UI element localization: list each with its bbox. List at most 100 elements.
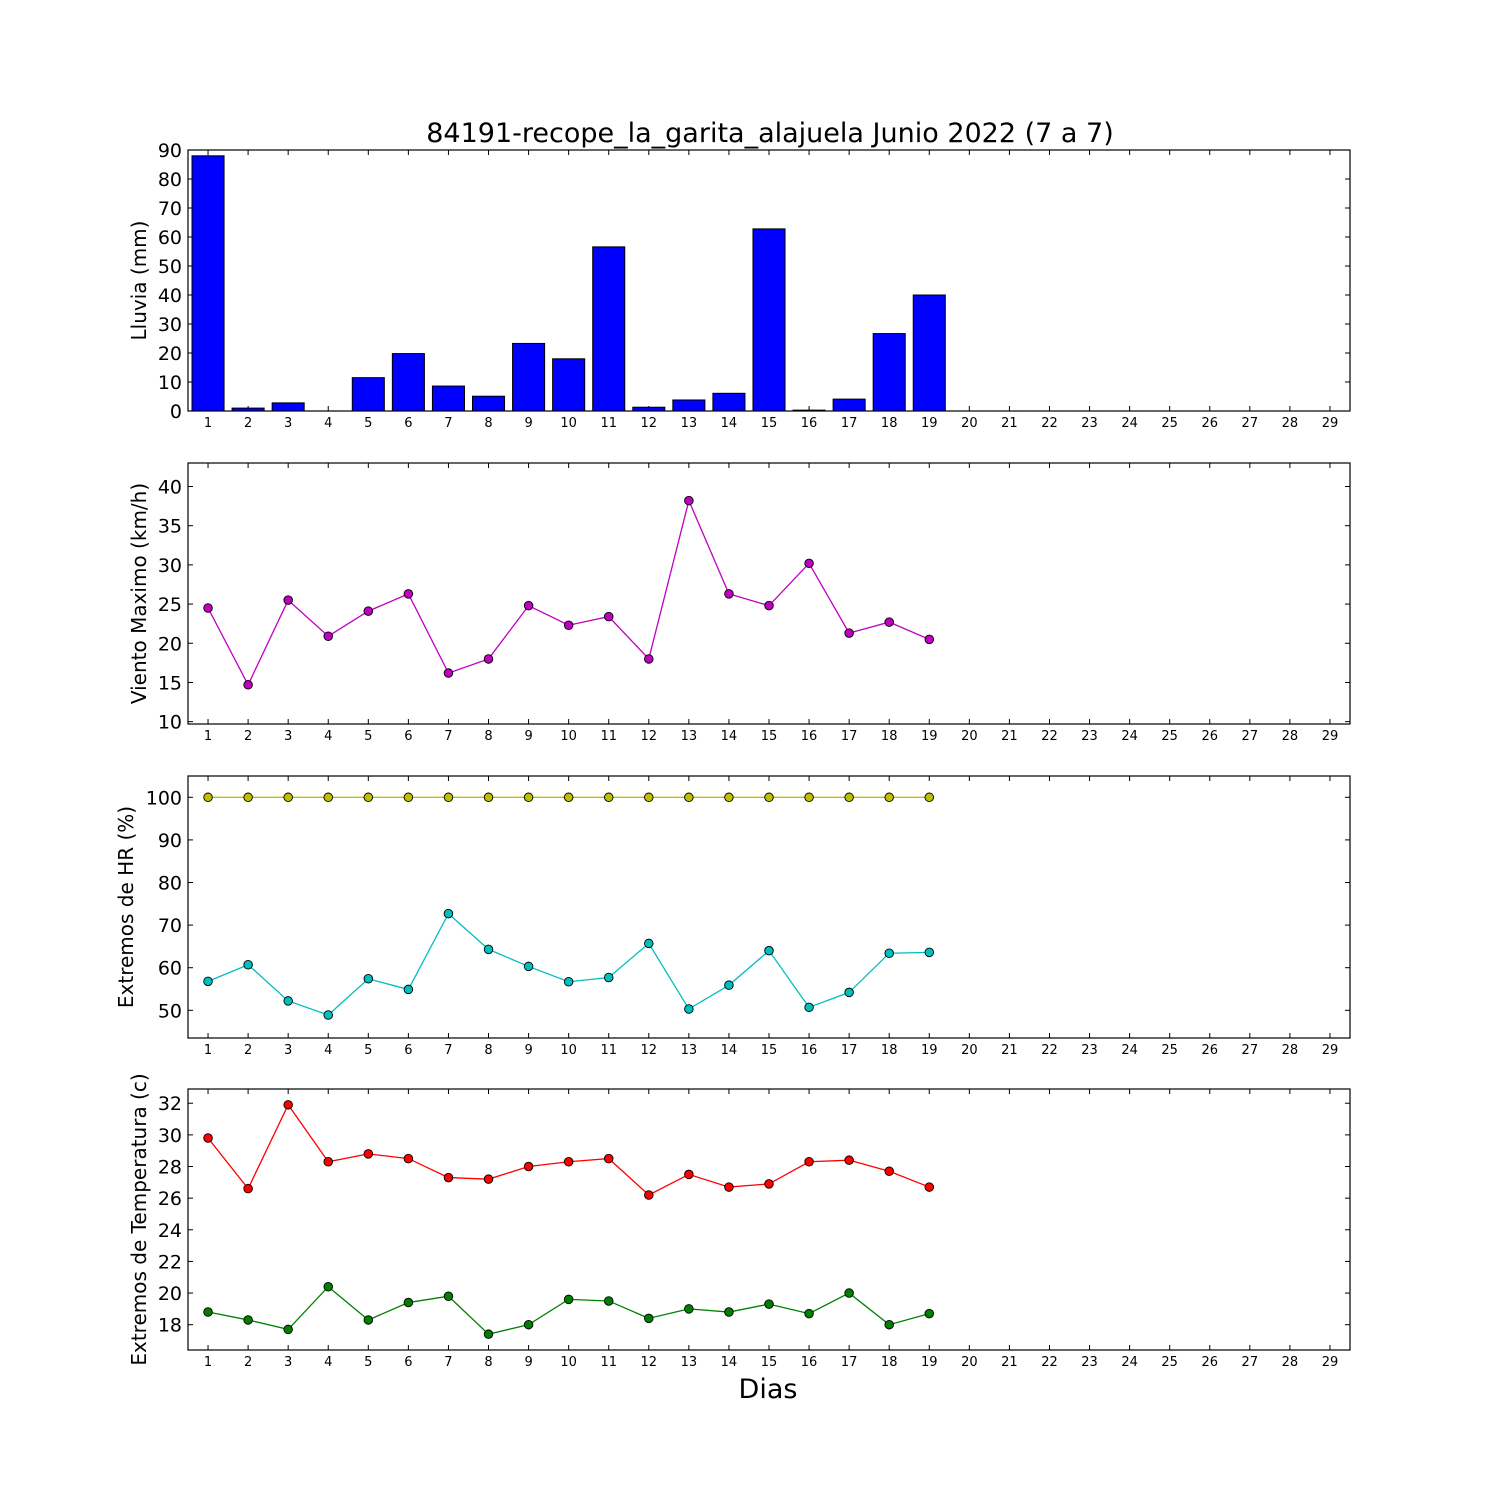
wind-y-tick-label: 40: [158, 477, 182, 499]
temperature-x-tick-label: 10: [560, 1355, 577, 1370]
rain-x-tick-label: 26: [1201, 416, 1218, 431]
humidity-y-tick-label: 70: [158, 915, 182, 937]
humidity-data-point: [363, 792, 374, 803]
humidity-data-point: [243, 792, 253, 803]
rain-y-tick-label: 10: [158, 372, 182, 394]
humidity-x-tick-label: 20: [961, 1043, 978, 1058]
humidity-data-point: [283, 996, 293, 1006]
rain-x-tick-label: 20: [961, 416, 978, 431]
rain-y-tick-label: 30: [158, 314, 182, 336]
wind-x-tick-label: 15: [761, 729, 778, 744]
wind-data-point: [724, 589, 734, 599]
wind-x-tick-label: 29: [1322, 729, 1339, 744]
temperature-y-tick-label: 18: [158, 1315, 182, 1337]
wind-data-point: [924, 634, 935, 645]
wind-data-point: [243, 680, 253, 690]
wind-x-tick-label: 1: [204, 729, 212, 744]
humidity-x-tick-label: 28: [1282, 1043, 1299, 1058]
rain-panel: 1 2 3 4 5 6 7 8 9 10 11 12 13 14 15 16 17 18 19 20 21 22 23 24 2…: [127, 140, 1351, 431]
humidity-x-tick-label: 15: [761, 1043, 778, 1058]
wind-y-tick-label: 10: [158, 712, 182, 734]
humidity-data-point: [443, 908, 454, 919]
temperature-data-point: [403, 1297, 414, 1308]
rain-x-tick-label: 10: [560, 416, 577, 431]
wind-data-point: [363, 606, 374, 616]
temperature-data-point: [804, 1308, 814, 1319]
wind-plot-frame: [187, 462, 1351, 725]
humidity-x-tick-label: 27: [1242, 1043, 1259, 1058]
temperature-x-tick-label: 22: [1041, 1355, 1058, 1370]
wind-panel: 1 2 3 4 5 6 7 8 9 10 11 12 13 14 15 16 17 18 19 20 21 22 23 24 2…: [127, 462, 1351, 744]
humidity-x-tick-label: 6: [404, 1043, 412, 1058]
humidity-x-tick-label: 19: [921, 1043, 938, 1058]
temperature-data-point: [924, 1308, 935, 1319]
humidity-data-point: [203, 792, 213, 803]
humidity-x-tick-label: 23: [1081, 1043, 1098, 1058]
rain-y-tick-label: 80: [158, 169, 182, 191]
humidity-data-point: [684, 792, 694, 803]
wind-y-tick-label: 35: [158, 516, 182, 538]
temperature-data-point: [363, 1149, 374, 1159]
wind-x-tick-label: 20: [961, 729, 978, 744]
rain-bar: [872, 333, 906, 412]
wind-x-tick-label: 26: [1201, 729, 1218, 744]
temperature-data-point: [363, 1315, 374, 1325]
rain-y-tick-label: 60: [158, 227, 182, 249]
wind-x-tick-label: 11: [600, 729, 617, 744]
temperature-data-point: [724, 1182, 734, 1192]
humidity-x-tick-label: 7: [444, 1043, 452, 1058]
rain-bar: [712, 392, 746, 412]
temperature-data-point: [684, 1304, 694, 1314]
humidity-y-tick-label: 80: [158, 873, 182, 895]
rain-bar: [471, 395, 506, 412]
temperature-x-tick-label: 11: [600, 1355, 617, 1370]
wind-x-tick-label: 8: [484, 729, 492, 744]
wind-data-point: [684, 495, 694, 506]
humidity-data-point: [644, 792, 654, 803]
wind-data-point: [203, 603, 213, 613]
temperature-x-tick-label: 19: [921, 1355, 938, 1370]
humidity-data-point: [684, 1004, 694, 1014]
chart-title: 84191-recope_la_garita_alajuela Junio 20…: [426, 118, 1114, 149]
rain-bar: [191, 155, 225, 412]
temperature-x-tick-label: 4: [324, 1355, 332, 1370]
humidity-y-tick-label: 90: [158, 830, 182, 852]
rain-bar: [231, 407, 265, 412]
wind-data-point: [283, 595, 293, 605]
humidity-x-tick-label: 3: [284, 1043, 292, 1058]
wind-series-line: [207, 498, 930, 687]
wind-x-tick-label: 13: [681, 729, 698, 744]
humidity-y-tick-label: 100: [146, 787, 182, 809]
wind-x-tick-label: 2: [244, 729, 252, 744]
rain-x-tick-label: 27: [1242, 416, 1259, 431]
temperature-data-point: [724, 1307, 734, 1317]
rain-bar: [832, 398, 866, 412]
temperature-x-tick-label: 2: [244, 1355, 252, 1370]
temperature-data-point: [403, 1153, 414, 1164]
temperature-x-tick-label: 25: [1161, 1355, 1178, 1370]
x-axis-label: Dias: [739, 1374, 798, 1405]
rain-x-tick-label: 14: [721, 416, 738, 431]
temperature-y-tick-label: 22: [158, 1251, 182, 1273]
humidity-data-point: [523, 961, 534, 972]
humidity-plot-frame: [187, 775, 1351, 1039]
temperature-y-tick-label: 24: [158, 1220, 182, 1242]
temperature-y-tick-label: 26: [158, 1188, 182, 1210]
rain-y-tick-label: 0: [170, 401, 182, 423]
temperature-data-point: [523, 1319, 534, 1330]
humidity-data-point: [443, 792, 454, 803]
temperature-y-tick-label: 28: [158, 1157, 182, 1179]
rain-y-axis-label: Lluvia (mm): [127, 221, 151, 341]
humidity-data-point: [603, 792, 614, 803]
temperature-data-point: [323, 1281, 333, 1292]
wind-x-tick-label: 22: [1041, 729, 1058, 744]
wind-y-tick-label: 25: [158, 594, 182, 616]
wind-data-point: [443, 668, 454, 678]
temperature-data-point: [603, 1296, 614, 1306]
rain-y-tick-label: 50: [158, 256, 182, 278]
rain-bar: [672, 399, 706, 412]
humidity-data-point: [563, 792, 574, 803]
wind-x-tick-label: 7: [444, 729, 452, 744]
temperature-data-point: [844, 1155, 854, 1165]
temperature-x-tick-label: 17: [841, 1355, 858, 1370]
